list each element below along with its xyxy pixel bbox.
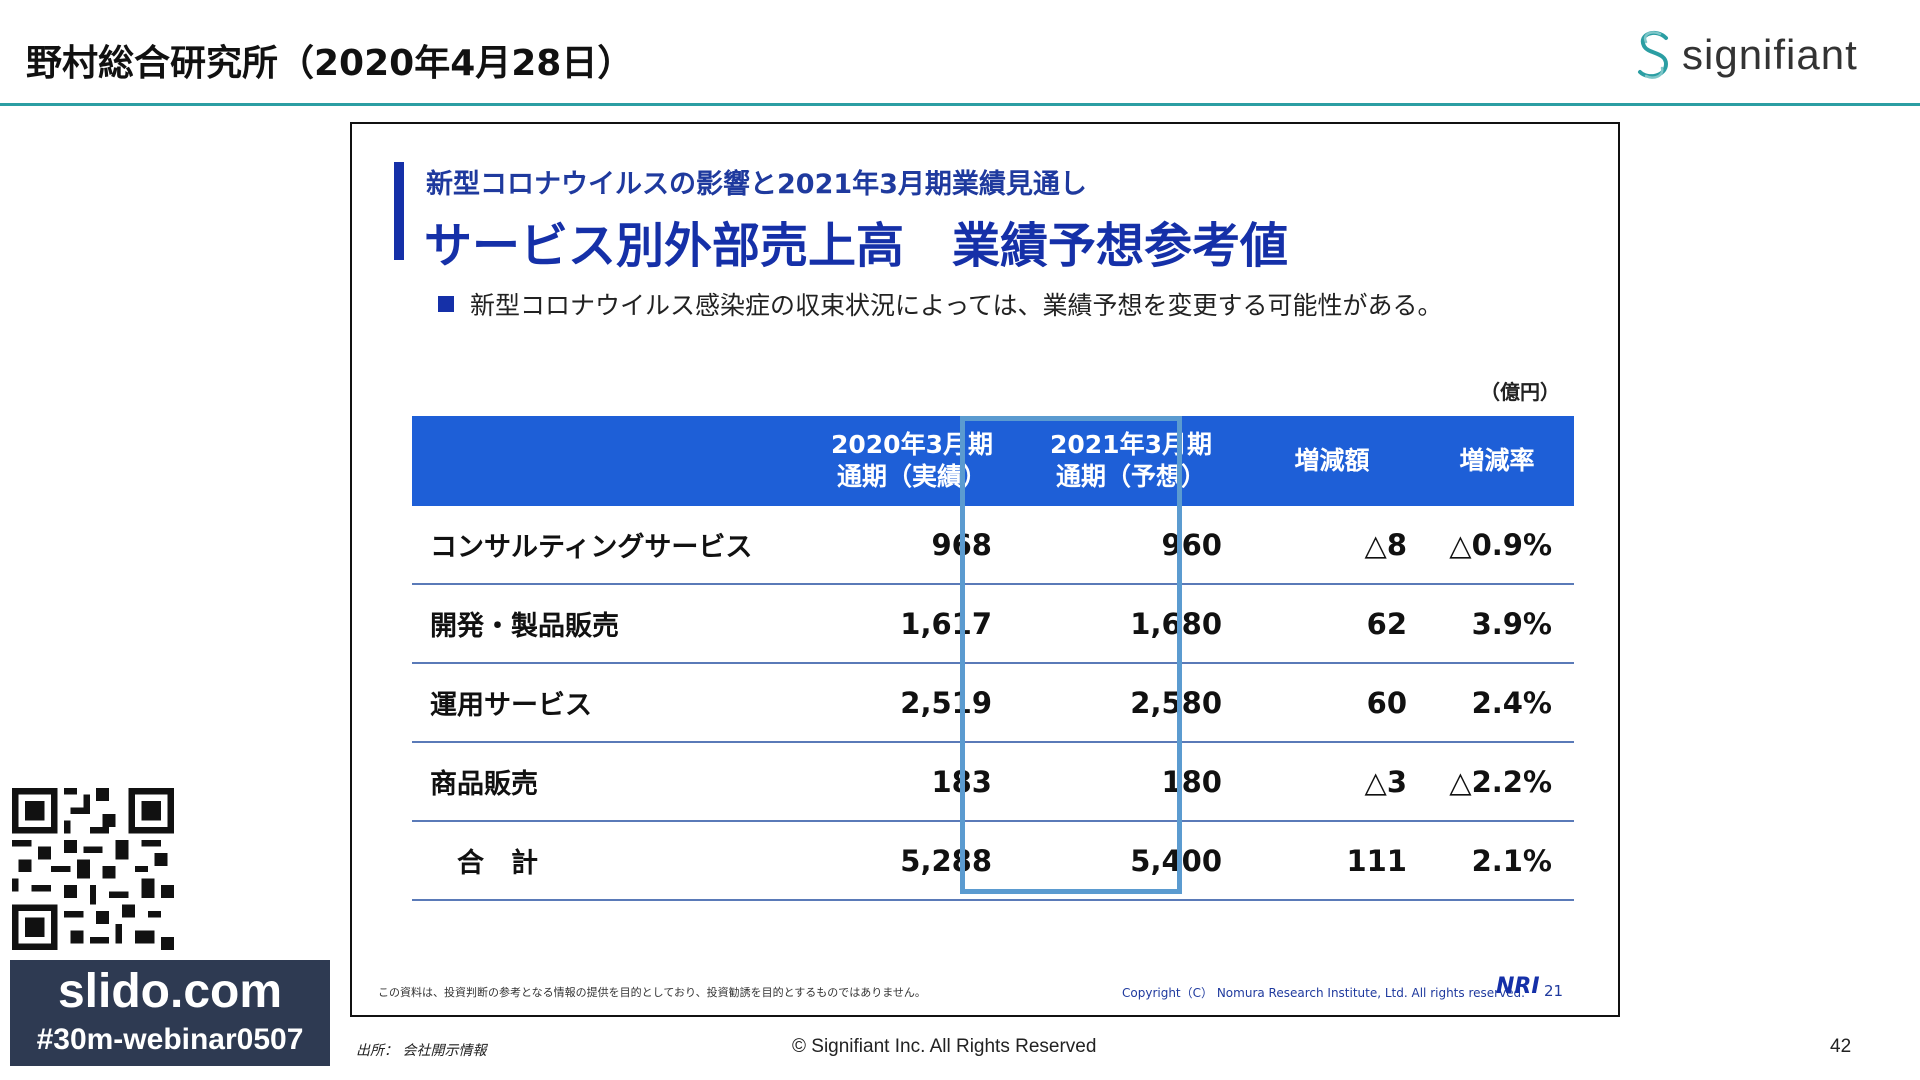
cell-diff: △3 [1364, 764, 1407, 799]
header-fy2021-line2: 通期（予想） [1055, 462, 1206, 491]
header-rate-label: 増減率 [1459, 446, 1535, 475]
cell-diff: 111 [1346, 843, 1407, 878]
cell-rate: 2.4% [1471, 685, 1552, 720]
qr-code-icon[interactable] [12, 788, 174, 950]
cell-fy2021: 5,400 [1130, 843, 1222, 878]
slido-banner: slido.com #30m-webinar0507 [10, 960, 330, 1066]
table-row-total: 合 計 5,288 5,400 111 2.1% [412, 822, 1574, 901]
cell-diff: 60 [1366, 685, 1407, 720]
signifiant-logo-icon [1638, 30, 1669, 79]
cell-fy2021: 180 [1161, 764, 1222, 799]
header-diff: 増減額 [1252, 416, 1412, 506]
cell-fy2020: 968 [931, 527, 992, 562]
unit-label: （億円） [1480, 380, 1560, 404]
header-fy2020-line1: 2020年3月期 [831, 430, 993, 459]
cell-fy2020: 5,288 [900, 843, 992, 878]
row-label: 合 計 [430, 848, 538, 879]
cell-fy2021: 2,580 [1130, 685, 1222, 720]
header-fy2020: 2020年3月期 通期（実績） [802, 416, 1022, 506]
brand-name: signifiant [1682, 31, 1858, 78]
cell-fy2020: 2,519 [900, 685, 992, 720]
table-row: 運用サービス 2,519 2,580 60 2.4% [412, 664, 1574, 743]
slide-subtitle: 新型コロナウイルスの影響と2021年3月期業績見通し [426, 169, 1087, 200]
page-number: 42 [1830, 1036, 1852, 1057]
slide-disclaimer: この資料は、投資判断の参考となる情報の提供を目的としており、投資勧誘を目的とする… [378, 986, 926, 999]
page-title: 野村総合研究所（2020年4月28日） [26, 43, 634, 84]
footer-copyright: © Signifiant Inc. All Rights Reserved [792, 1036, 1097, 1057]
header-divider [0, 103, 1920, 106]
square-bullet-icon [438, 296, 454, 312]
source-note: 出所： 会社開示情報 [356, 1043, 487, 1059]
slido-url[interactable]: slido.com [57, 965, 283, 1018]
embedded-slide: 新型コロナウイルスの影響と2021年3月期業績見通し サービス別外部売上高 業績… [350, 122, 1620, 1017]
cell-rate: △2.2% [1449, 764, 1552, 799]
cell-rate: △0.9% [1449, 527, 1552, 562]
cell-diff: 62 [1366, 606, 1407, 641]
row-label: コンサルティングサービス [430, 532, 753, 563]
brand-logo: signifiant [1632, 28, 1858, 82]
slide-title: サービス別外部売上高 業績予想参考値 [424, 218, 1289, 274]
nri-logo: NRI [1496, 974, 1540, 999]
cell-diff: △8 [1364, 527, 1407, 562]
slido-event-code: #30m-webinar0507 [36, 1023, 304, 1056]
table-row: 商品販売 183 180 △3 △2.2% [412, 743, 1574, 822]
header-diff-label: 増減額 [1294, 446, 1370, 475]
cell-fy2021: 1,680 [1130, 606, 1222, 641]
cell-rate: 2.1% [1471, 843, 1552, 878]
cell-fy2020: 1,617 [900, 606, 992, 641]
table-row: コンサルティングサービス 968 960 △8 △0.9% [412, 506, 1574, 585]
header-fy2021: 2021年3月期 通期（予想） [1025, 416, 1237, 506]
header-rate: 増減率 [1417, 416, 1577, 506]
header-fy2021-line1: 2021年3月期 [1050, 430, 1212, 459]
bullet-text: 新型コロナウイルス感染症の収束状況によっては、業績予想を変更する可能性がある。 [470, 291, 1443, 320]
header-fy2020-line2: 通期（実績） [836, 462, 987, 491]
cell-fy2021: 960 [1161, 527, 1222, 562]
cell-rate: 3.9% [1471, 606, 1552, 641]
table-row: 開発・製品販売 1,617 1,680 62 3.9% [412, 585, 1574, 664]
slide-copyright: Copyright（C） Nomura Research Institute, … [1122, 986, 1525, 1000]
cell-fy2020: 183 [931, 764, 992, 799]
slide-bullet: 新型コロナウイルス感染症の収束状況によっては、業績予想を変更する可能性がある。 [438, 286, 1443, 322]
title-accent-bar [394, 162, 404, 260]
table-header: 2020年3月期 通期（実績） 2021年3月期 通期（予想） 増減額 増減率 [412, 416, 1574, 506]
slide-page-number: 21 [1544, 982, 1564, 1000]
forecast-table: 2020年3月期 通期（実績） 2021年3月期 通期（予想） 増減額 増減率 … [412, 416, 1574, 901]
row-label: 開発・製品販売 [430, 611, 619, 642]
row-label: 商品販売 [430, 769, 538, 800]
row-label: 運用サービス [430, 690, 592, 721]
